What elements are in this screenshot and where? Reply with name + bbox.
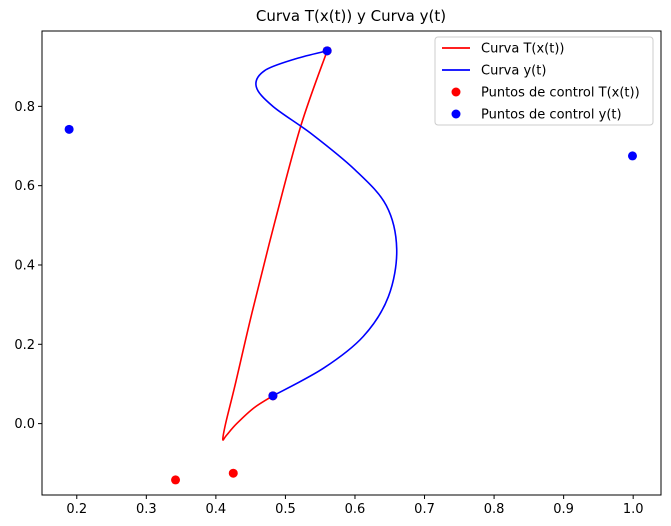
x-tick-label: 0.5 — [275, 502, 296, 517]
x-tick-label: 0.7 — [414, 502, 435, 517]
legend-marker-swatch — [451, 109, 461, 119]
legend-label: Puntos de control T(x(t)) — [481, 86, 640, 101]
x-tick-label: 0.2 — [66, 502, 87, 517]
chart-title: Curva T(x(t)) y Curva y(t) — [256, 7, 446, 25]
plot-frame — [41, 30, 662, 496]
x-tick-label: 0.6 — [345, 502, 366, 517]
y-axis: 0.0 0.2 0.4 0.6 0.8 — [14, 100, 42, 432]
x-axis: 0.2 0.3 0.4 0.5 0.6 0.7 0.8 0.9 1.0 — [66, 495, 644, 517]
control-point-0-2 — [171, 475, 181, 485]
legend-label: Curva y(t) — [481, 64, 546, 79]
y-tick-label: 0.0 — [14, 417, 35, 432]
legend-marker-swatch — [451, 87, 461, 97]
legend-label: Puntos de control y(t) — [481, 108, 622, 123]
y-tick-label: 0.8 — [14, 100, 35, 115]
legend: Curva T(x(t)) Curva y(t) Puntos de control… — [434, 36, 654, 126]
control-point-1-3 — [322, 46, 332, 56]
x-tick-label: 0.3 — [136, 502, 157, 517]
y-tick-label: 0.4 — [14, 258, 35, 273]
control-point-1-0 — [268, 391, 278, 401]
x-tick-label: 0.8 — [484, 502, 505, 517]
series-line-0 — [222, 50, 328, 441]
y-tick-label: 0.2 — [14, 338, 35, 353]
control-point-0-1 — [228, 468, 238, 478]
x-tick-label: 0.9 — [553, 502, 574, 517]
plot-area — [64, 46, 637, 485]
x-tick-label: 1.0 — [623, 502, 644, 517]
x-tick-label: 0.4 — [206, 502, 227, 517]
series-line-1 — [255, 50, 398, 397]
legend-label: Curva T(x(t)) — [481, 42, 564, 57]
control-point-1-1 — [64, 124, 74, 134]
control-point-1-2 — [627, 151, 637, 161]
legend-box — [434, 36, 654, 126]
y-tick-label: 0.6 — [14, 179, 35, 194]
